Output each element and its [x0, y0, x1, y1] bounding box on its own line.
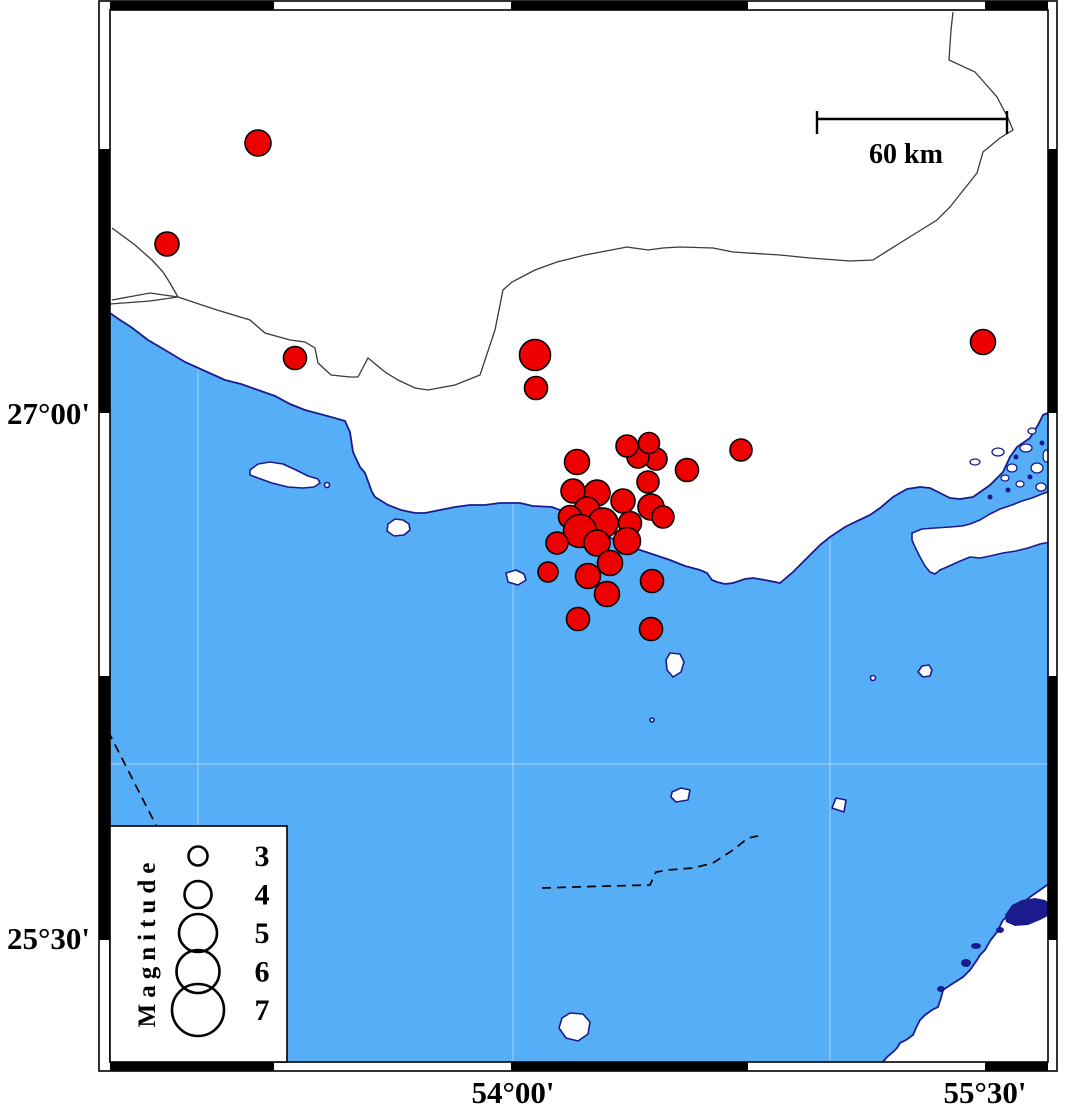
island-small-3 — [665, 652, 685, 678]
earthquake-marker — [638, 616, 664, 642]
legend-magnitude-circle — [183, 879, 213, 910]
earthquake-marker — [537, 561, 559, 583]
legend: Magnitude 3 4 5 6 7 — [109, 825, 288, 1063]
mainland-coastline — [109, 312, 1051, 585]
earthquake-marker — [154, 231, 180, 257]
legend-magnitude-circle — [170, 982, 226, 1038]
earthquake-marker — [651, 505, 675, 529]
earthquake-marker — [615, 434, 639, 458]
earthquake-marker — [596, 549, 624, 577]
island-west — [249, 461, 321, 489]
earthquake-marker — [639, 568, 665, 594]
axis-label-lat-2530: 25°30' — [7, 921, 90, 956]
legend-magnitude-label: 4 — [255, 879, 270, 912]
earthquake-marker — [593, 580, 621, 608]
earthquake-marker — [583, 529, 611, 557]
earthquake-marker — [969, 328, 997, 356]
earthquake-marker — [637, 431, 661, 455]
island-small-4 — [917, 664, 933, 678]
island-small-5 — [670, 787, 691, 803]
earthquake-marker — [244, 129, 272, 157]
southeast-land-fill — [882, 883, 1050, 1063]
land-masses — [109, 10, 1051, 1064]
legend-title: Magnitude — [134, 857, 161, 1028]
earthquake-marker — [610, 488, 636, 514]
roads — [109, 11, 1014, 391]
lagoons — [937, 440, 1052, 992]
scale-bar — [815, 111, 1009, 134]
earthquake-marker — [523, 375, 549, 401]
islands — [249, 427, 1051, 1042]
legend-magnitude-label: 7 — [255, 994, 270, 1027]
axis-label-lon-54: 54°00' — [471, 1075, 554, 1110]
island-bottom — [558, 1012, 591, 1042]
legend-magnitude-circle — [187, 845, 209, 867]
earthquake-marker — [282, 345, 308, 371]
legend-magnitude-label: 3 — [255, 840, 270, 873]
earthquakes-layer — [154, 129, 997, 642]
scale-bar-label: 60 km — [869, 139, 943, 170]
axis-label-lon-5530: 55°30' — [943, 1075, 1026, 1110]
legend-magnitude-label: 6 — [255, 956, 270, 989]
island-small-1 — [386, 518, 411, 537]
earthquake-marker — [518, 338, 552, 372]
island-long — [911, 490, 1051, 575]
frame-tick-segments — [99, 1, 1057, 1071]
axis-label-lat-27: 27°00' — [7, 396, 90, 431]
legend-magnitude-circle — [175, 948, 221, 995]
road-coastal — [111, 11, 1014, 391]
mainland-fill — [110, 10, 1050, 584]
earthquake-marker — [574, 562, 602, 590]
road-northwest — [111, 227, 179, 298]
island-small-2 — [505, 569, 527, 586]
earthquake-marker — [565, 606, 591, 632]
earthquake-marker — [674, 457, 700, 483]
road-west-stub — [109, 296, 179, 305]
island-small-6 — [831, 797, 847, 813]
legend-items: 3 4 5 6 7 — [170, 840, 270, 1038]
earthquake-marker — [612, 526, 642, 556]
legend-magnitude-circle — [177, 912, 219, 954]
maritime-boundary-dashed — [107, 730, 759, 889]
bay-islets — [969, 427, 1050, 492]
map-frame — [98, 0, 1058, 1072]
earthquake-marker — [545, 531, 569, 555]
earthquake-marker — [636, 470, 660, 494]
earthquake-marker — [563, 448, 591, 476]
earthquake-marker — [729, 438, 753, 462]
earthquake-marker — [560, 478, 586, 504]
legend-magnitude-label: 5 — [255, 917, 270, 950]
